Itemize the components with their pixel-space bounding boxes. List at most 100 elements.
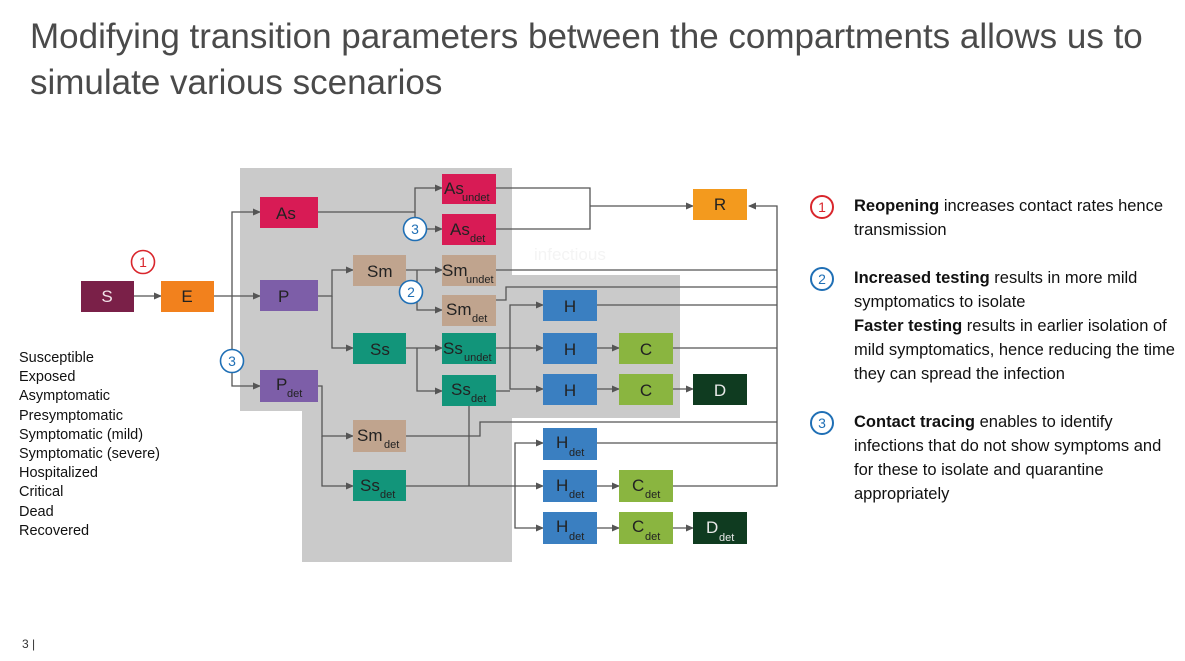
svg-text:det: det [569, 489, 584, 501]
svg-text:det: det [380, 489, 395, 501]
svg-text:Ss: Ss [360, 476, 380, 495]
infectious-label: infectious [534, 245, 606, 264]
svg-text:As: As [444, 179, 464, 198]
svg-text:H: H [564, 340, 576, 359]
box-p-det: P det [260, 370, 318, 402]
svg-text:3: 3 [411, 221, 419, 237]
legend-item: Hospitalized [19, 465, 98, 482]
svg-text:undet: undet [464, 352, 492, 364]
legend-item: Symptomatic (mild) [19, 426, 144, 443]
note-contact-tracing: 3 Contact tracing enables to identify in… [810, 410, 1180, 506]
svg-text:D: D [714, 381, 726, 400]
legend-item: Susceptible [19, 350, 94, 366]
svg-text:P: P [278, 287, 289, 306]
svg-text:det: det [287, 388, 302, 400]
legend-item: Presymptomatic [19, 407, 123, 424]
box-h-2: H [543, 333, 597, 364]
svg-text:det: det [472, 313, 487, 325]
svg-text:det: det [471, 393, 486, 405]
marker-3-icon-p: 3 [219, 348, 245, 374]
svg-text:2: 2 [407, 284, 415, 300]
svg-text:det: det [569, 531, 584, 543]
box-sm-undet: Sm undet [442, 255, 496, 286]
marker-3-icon-as: 3 [402, 216, 428, 242]
legend-item: Symptomatic (severe) [19, 446, 161, 463]
box-sm: Sm [353, 255, 406, 286]
svg-text:E: E [181, 287, 192, 306]
box-c-det-2: C det [619, 512, 673, 544]
svg-text:H: H [564, 297, 576, 316]
compartment-legend: Susceptible Exposed Asymptomatic Presymp… [19, 349, 160, 541]
scenario-notes: 1 Reopening increases contact rates henc… [810, 194, 1180, 506]
marker-1-icon: 1 [130, 249, 156, 275]
box-s: S [81, 281, 134, 312]
marker-2-icon: 2 [398, 279, 424, 305]
number-2-icon: 2 [810, 267, 834, 291]
legend-item: Critical [19, 484, 64, 501]
svg-text:det: det [470, 233, 485, 245]
svg-text:undet: undet [462, 192, 490, 204]
svg-text:Sm: Sm [446, 300, 472, 319]
box-c-det-1: C det [619, 470, 673, 502]
box-as-undet: As undet [442, 174, 496, 204]
box-r: R [693, 189, 747, 220]
box-h-3: H [543, 374, 597, 405]
svg-text:Ss: Ss [370, 340, 390, 359]
svg-text:H: H [564, 381, 576, 400]
legend-item: Asymptomatic [19, 388, 111, 405]
svg-text:C: C [632, 517, 644, 536]
box-h-det-1: H det [543, 428, 597, 460]
note-reopening: 1 Reopening increases contact rates henc… [810, 194, 1180, 242]
box-ss-det: Ss det [442, 375, 496, 406]
number-1-icon: 1 [810, 195, 834, 219]
svg-text:det: det [645, 489, 660, 501]
svg-text:Sm: Sm [442, 261, 468, 280]
box-h-det-3: H det [543, 512, 597, 544]
svg-text:P: P [276, 375, 287, 394]
svg-text:H: H [556, 433, 568, 452]
box-sm-det-2: Sm det [353, 420, 406, 452]
page-number: 3 | [22, 637, 36, 651]
svg-text:det: det [569, 447, 584, 459]
svg-text:Sm: Sm [367, 262, 393, 281]
svg-text:3: 3 [228, 353, 236, 369]
svg-text:C: C [632, 476, 644, 495]
box-c-1: C [619, 333, 673, 364]
legend-item: Recovered [19, 522, 90, 539]
svg-text:C: C [640, 381, 652, 400]
box-ss-undet: Ss undet [442, 333, 496, 364]
svg-text:Ss: Ss [451, 380, 471, 399]
box-sm-det: Sm det [442, 295, 496, 326]
box-h-det-2: H det [543, 470, 597, 502]
legend-item: Exposed [19, 369, 76, 386]
svg-text:S: S [101, 287, 112, 306]
box-p: P [260, 280, 318, 311]
svg-text:det: det [719, 532, 734, 544]
svg-text:Sm: Sm [357, 426, 383, 445]
svg-text:D: D [706, 518, 718, 537]
box-h-1: H [543, 290, 597, 321]
svg-text:As: As [276, 204, 296, 223]
svg-text:det: det [384, 439, 399, 451]
svg-text:R: R [714, 195, 726, 214]
svg-text:Ss: Ss [443, 339, 463, 358]
svg-text:1: 1 [139, 254, 147, 270]
number-3-icon: 3 [810, 411, 834, 435]
svg-text:undet: undet [466, 274, 494, 286]
box-as-det: As det [442, 214, 496, 245]
page-title: Modifying transition parameters between … [30, 17, 1143, 102]
legend-item: Dead [19, 503, 54, 520]
box-ss: Ss [353, 333, 406, 364]
svg-text:H: H [556, 476, 568, 495]
box-as: As [260, 197, 318, 228]
svg-text:H: H [556, 517, 568, 536]
svg-text:C: C [640, 340, 652, 359]
box-ss-det-2: Ss det [353, 470, 406, 501]
svg-text:det: det [645, 531, 660, 543]
box-e: E [161, 281, 214, 312]
note-testing: 2 Increased testing results in more mild… [810, 266, 1180, 386]
box-d: D [693, 374, 747, 405]
svg-text:As: As [450, 220, 470, 239]
box-c-2: C [619, 374, 673, 405]
